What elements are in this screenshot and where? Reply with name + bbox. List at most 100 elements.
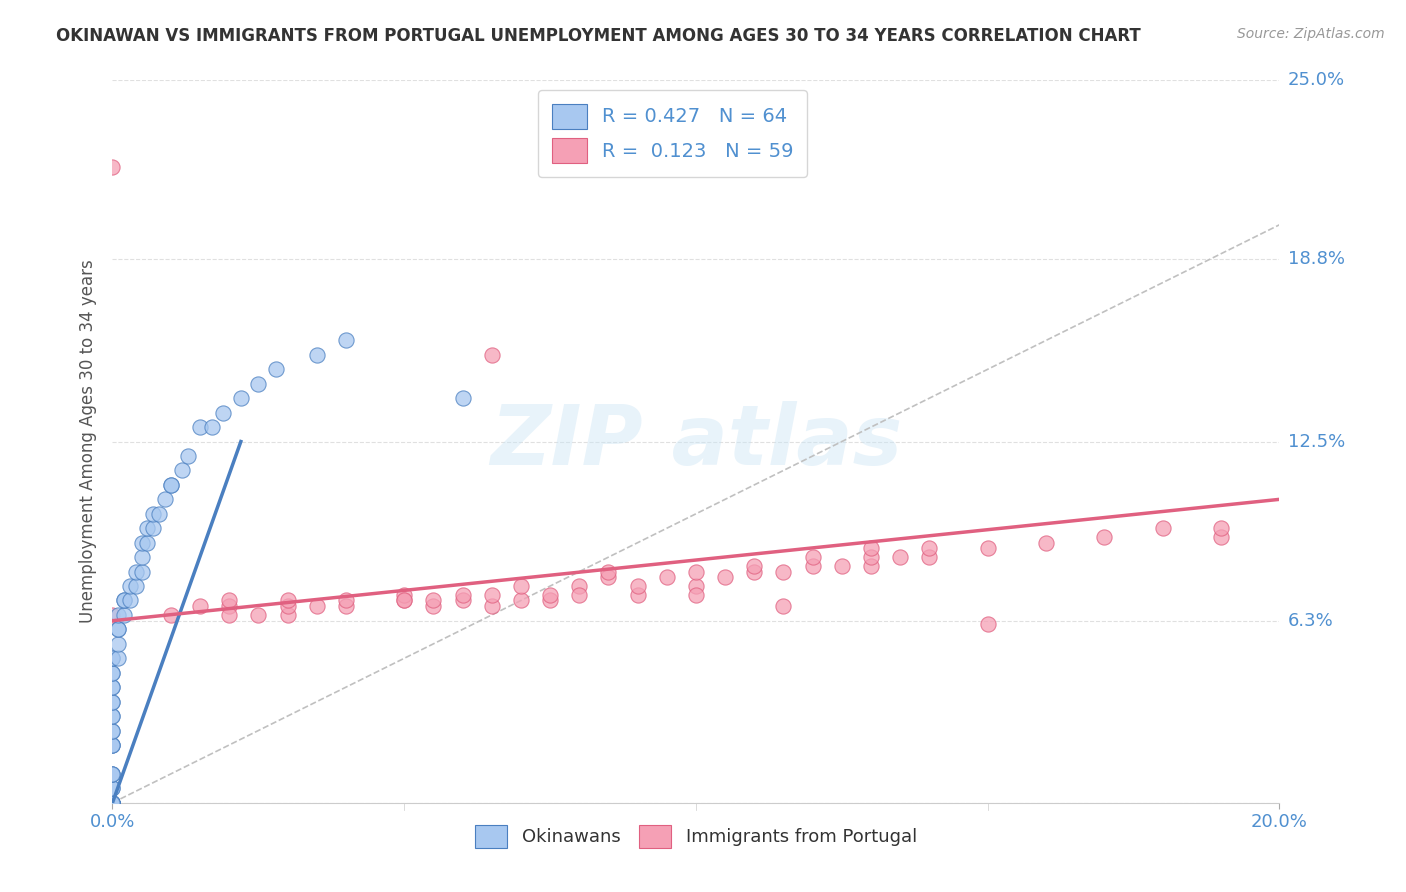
Point — [772, 565, 794, 579]
Point — [188, 599, 211, 614]
Point — [101, 796, 124, 810]
Point — [112, 607, 135, 622]
Point — [598, 570, 620, 584]
Point — [101, 651, 124, 665]
Point — [201, 420, 224, 434]
Point — [131, 550, 153, 565]
Point — [422, 599, 444, 614]
Point — [568, 579, 591, 593]
Legend: Okinawans, Immigrants from Portugal: Okinawans, Immigrants from Portugal — [464, 814, 928, 859]
Text: 12.5%: 12.5% — [1288, 433, 1346, 450]
Point — [136, 521, 159, 535]
Point — [101, 796, 124, 810]
Point — [918, 550, 941, 565]
Point — [568, 588, 591, 602]
Point — [742, 565, 765, 579]
Point — [107, 623, 129, 637]
Point — [101, 796, 124, 810]
Point — [125, 565, 148, 579]
Point — [101, 709, 124, 723]
Point — [107, 651, 129, 665]
Point — [218, 593, 240, 607]
Point — [481, 348, 503, 362]
Point — [131, 535, 153, 549]
Point — [801, 550, 824, 565]
Point — [655, 570, 678, 584]
Point — [101, 738, 124, 752]
Point — [107, 607, 129, 622]
Point — [101, 665, 124, 680]
Point — [918, 541, 941, 556]
Point — [107, 637, 129, 651]
Point — [451, 593, 474, 607]
Point — [101, 767, 124, 781]
Point — [481, 599, 503, 614]
Point — [1209, 521, 1232, 535]
Point — [101, 796, 124, 810]
Point — [101, 607, 124, 622]
Point — [685, 588, 707, 602]
Text: Source: ZipAtlas.com: Source: ZipAtlas.com — [1237, 27, 1385, 41]
Point — [685, 579, 707, 593]
Point — [212, 406, 235, 420]
Point — [101, 695, 124, 709]
Text: 6.3%: 6.3% — [1288, 612, 1333, 630]
Point — [101, 680, 124, 694]
Point — [218, 607, 240, 622]
Point — [101, 738, 124, 752]
Point — [218, 599, 240, 614]
Point — [160, 478, 183, 492]
Point — [481, 588, 503, 602]
Point — [101, 796, 124, 810]
Point — [860, 558, 883, 573]
Point — [101, 709, 124, 723]
Point — [772, 599, 794, 614]
Point — [627, 588, 650, 602]
Point — [264, 362, 287, 376]
Point — [101, 738, 124, 752]
Point — [685, 565, 707, 579]
Point — [101, 680, 124, 694]
Point — [101, 723, 124, 738]
Point — [860, 550, 883, 565]
Point — [247, 376, 270, 391]
Point — [118, 579, 141, 593]
Point — [451, 391, 474, 405]
Point — [509, 579, 531, 593]
Point — [1035, 535, 1057, 549]
Text: ZIP atlas: ZIP atlas — [489, 401, 903, 482]
Point — [335, 334, 357, 348]
Point — [148, 507, 170, 521]
Point — [801, 558, 824, 573]
Point — [101, 723, 124, 738]
Text: 18.8%: 18.8% — [1288, 251, 1344, 268]
Point — [976, 616, 998, 631]
Point — [101, 781, 124, 796]
Point — [598, 565, 620, 579]
Text: 25.0%: 25.0% — [1288, 71, 1346, 89]
Point — [394, 593, 416, 607]
Point — [1209, 530, 1232, 544]
Point — [1094, 530, 1116, 544]
Point — [627, 579, 650, 593]
Point — [136, 535, 159, 549]
Point — [101, 651, 124, 665]
Point — [142, 521, 165, 535]
Point — [860, 541, 883, 556]
Point — [305, 348, 328, 362]
Text: OKINAWAN VS IMMIGRANTS FROM PORTUGAL UNEMPLOYMENT AMONG AGES 30 TO 34 YEARS CORR: OKINAWAN VS IMMIGRANTS FROM PORTUGAL UNE… — [56, 27, 1142, 45]
Point — [160, 607, 183, 622]
Point — [188, 420, 211, 434]
Point — [131, 565, 153, 579]
Point — [101, 767, 124, 781]
Point — [976, 541, 998, 556]
Point — [172, 463, 194, 477]
Point — [831, 558, 853, 573]
Y-axis label: Unemployment Among Ages 30 to 34 years: Unemployment Among Ages 30 to 34 years — [79, 260, 97, 624]
Point — [112, 593, 135, 607]
Point — [101, 160, 124, 174]
Point — [101, 665, 124, 680]
Point — [160, 478, 183, 492]
Point — [394, 593, 416, 607]
Point — [101, 796, 124, 810]
